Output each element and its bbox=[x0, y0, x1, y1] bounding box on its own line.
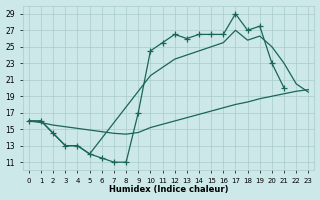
X-axis label: Humidex (Indice chaleur): Humidex (Indice chaleur) bbox=[109, 185, 228, 194]
